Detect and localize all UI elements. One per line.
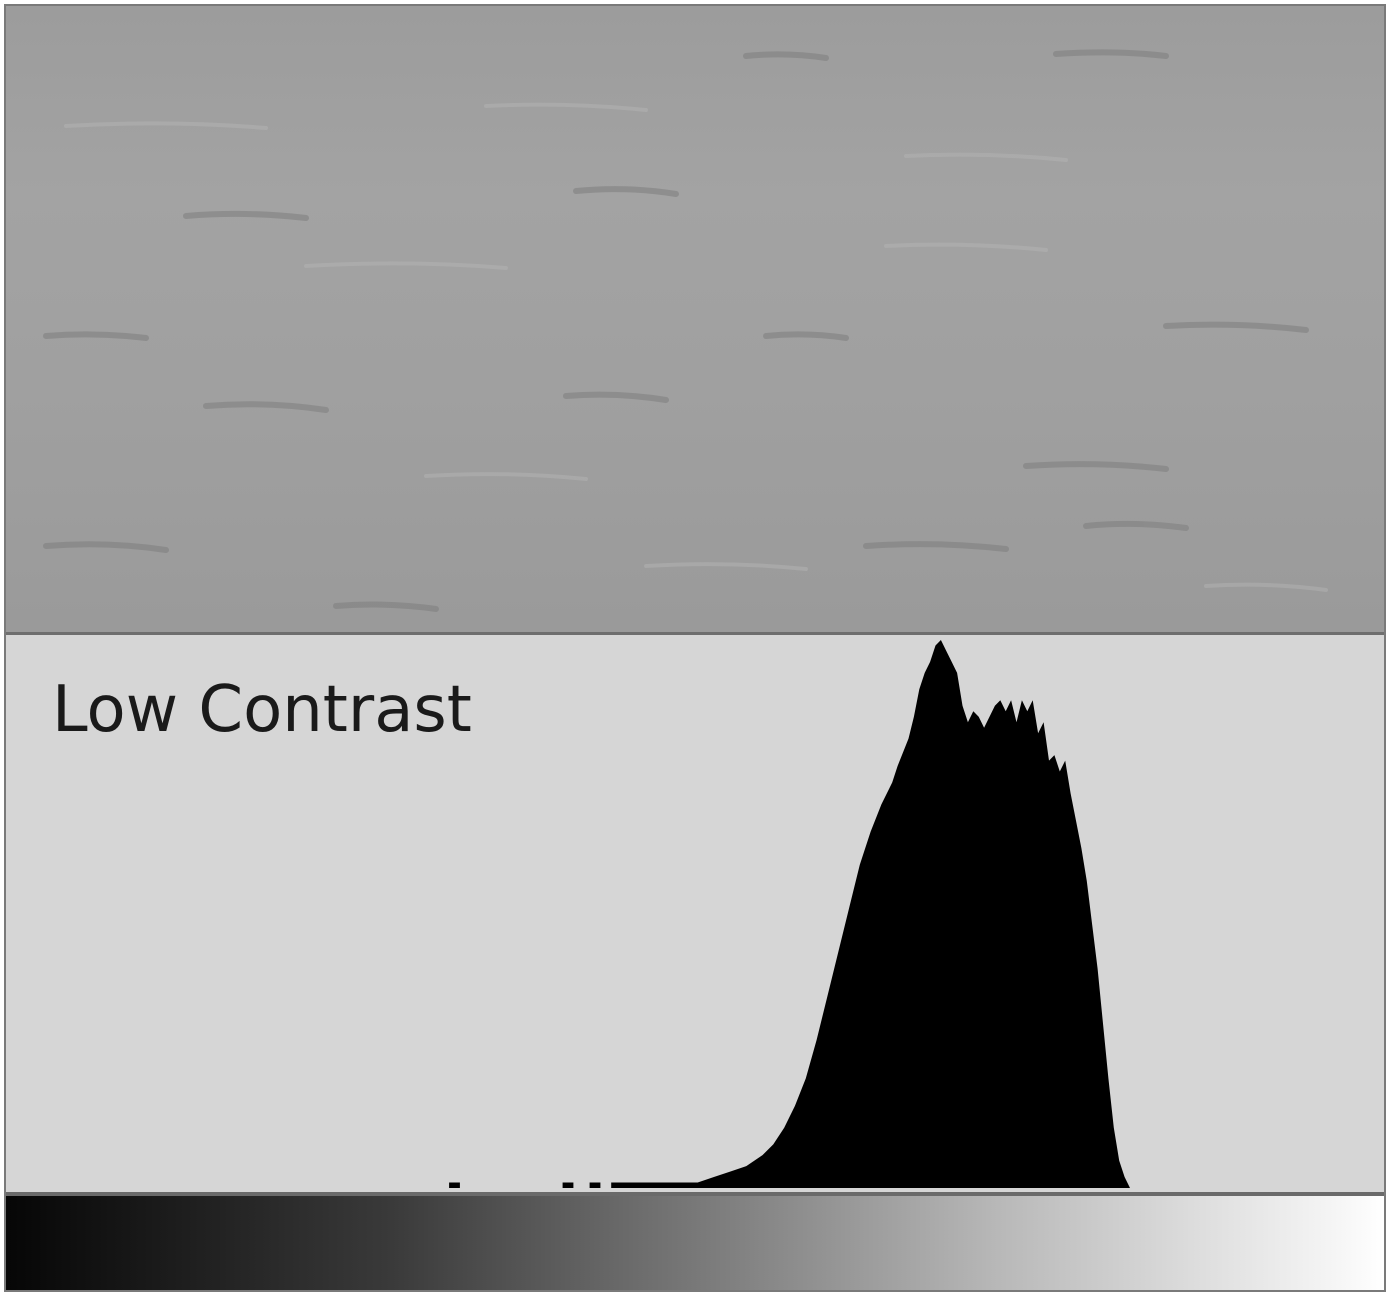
histogram-figure: Low Contrast (4, 4, 1386, 1292)
histogram-area (6, 640, 1384, 1188)
histogram-panel: Low Contrast (6, 635, 1384, 1192)
tonal-gradient-bar (6, 1192, 1384, 1290)
water-texture (43, 49, 1328, 612)
chart-title: Low Contrast (52, 673, 472, 747)
histogram-plot (6, 640, 1384, 1188)
low-contrast-photo (6, 6, 1384, 635)
